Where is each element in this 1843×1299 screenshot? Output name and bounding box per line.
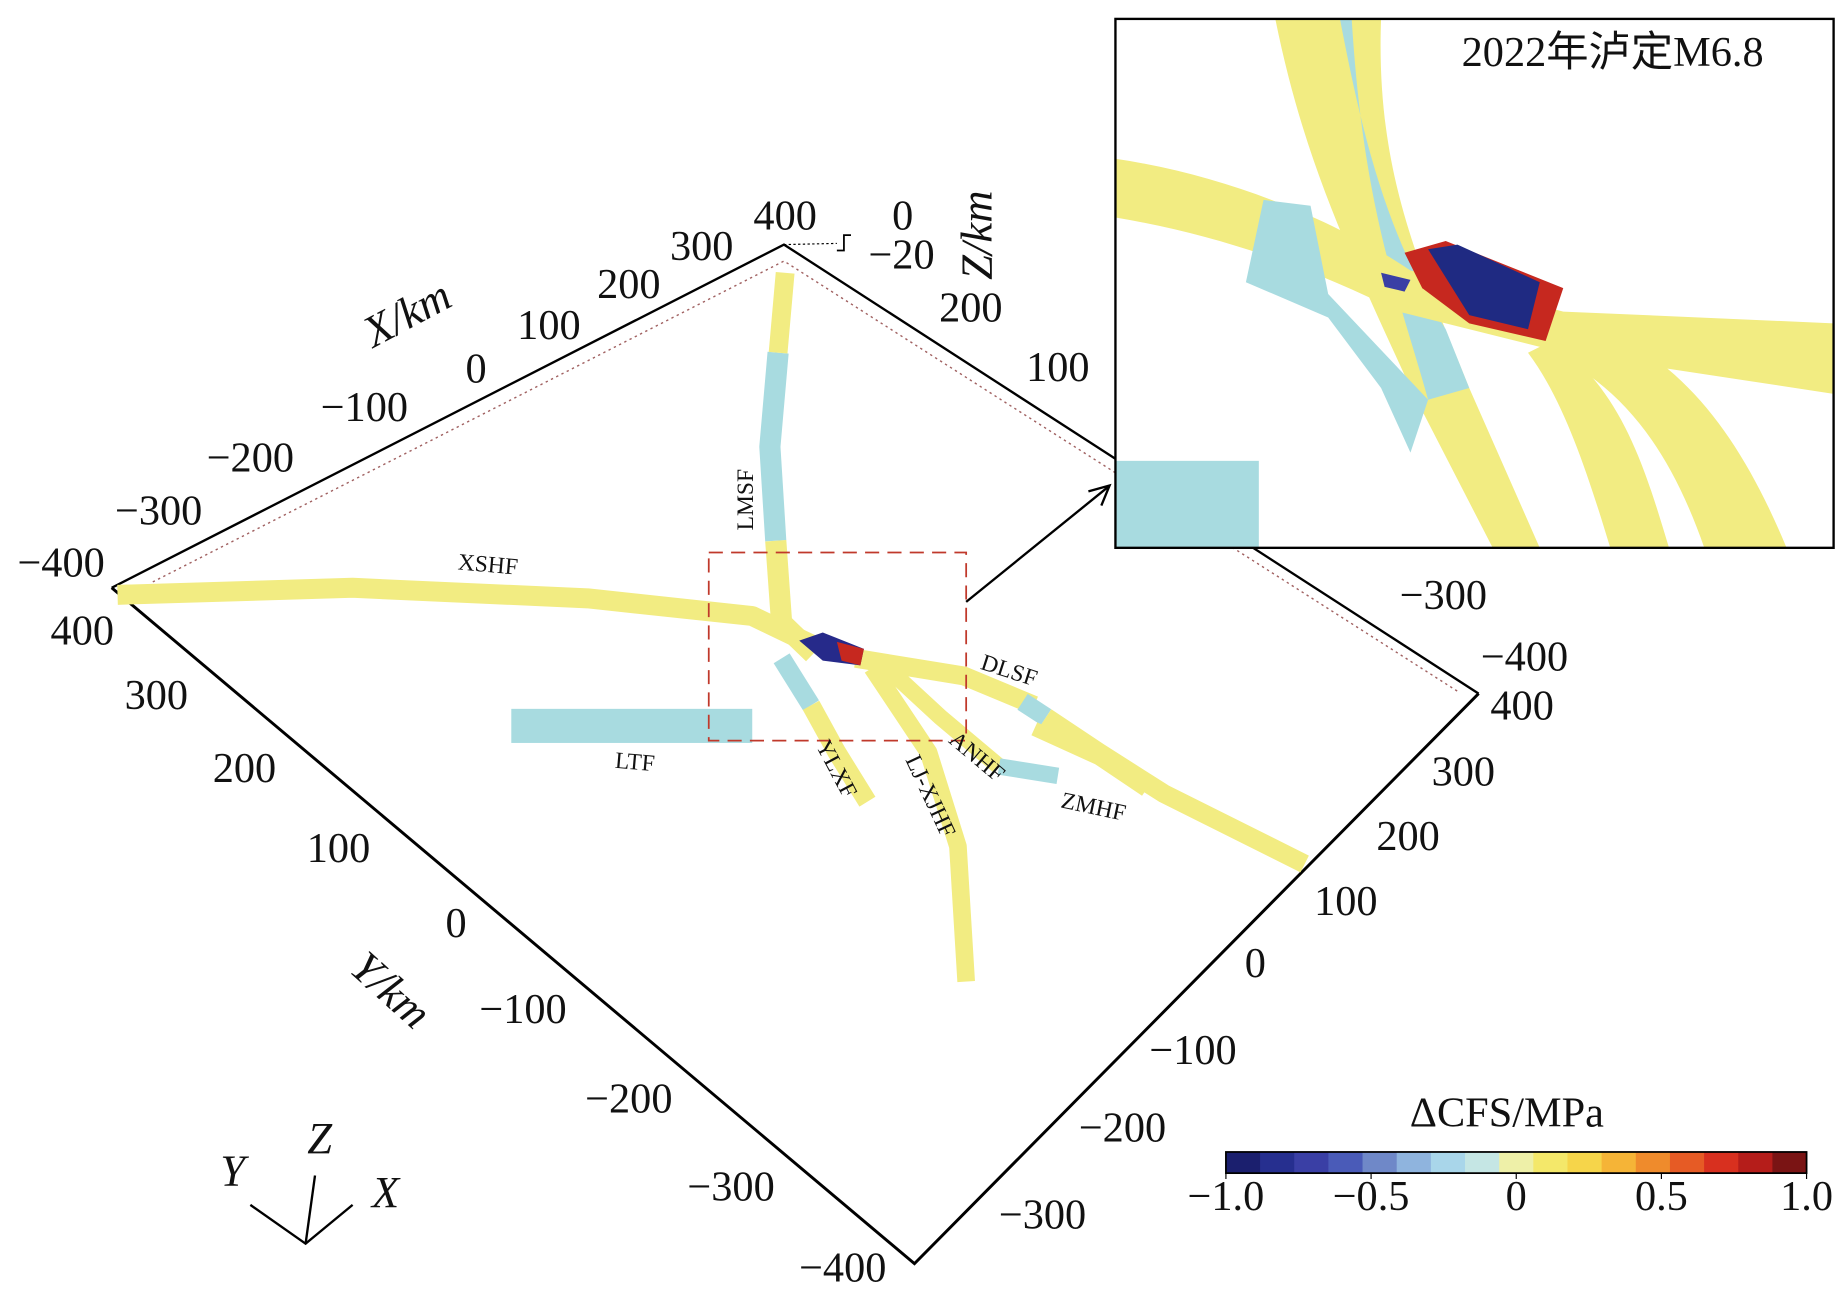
- colorbar-segment: [1362, 1151, 1398, 1174]
- x-tick-label: 200: [597, 261, 660, 308]
- orientation-triad: [249, 1175, 354, 1246]
- fault-label: ZMHF: [1059, 788, 1128, 827]
- y-far-tick-label: −200: [1079, 1105, 1166, 1152]
- y-far-tick-label: 400: [1490, 683, 1553, 730]
- x-tick-label: 400: [753, 193, 816, 240]
- colorbar-tick-label: 0.5: [1635, 1173, 1688, 1220]
- x-far-tick-label: 200: [939, 284, 1002, 331]
- y-tick-label: 300: [125, 672, 188, 719]
- colorbar-segment: [1567, 1151, 1603, 1174]
- x-tick-label: −200: [207, 435, 294, 482]
- y-tick-label: 200: [213, 745, 276, 792]
- y-axis-title: Y/km: [341, 941, 441, 1038]
- colorbar: −1.0 −0.5 0 0.5 1.0: [1188, 1151, 1833, 1220]
- y-far-tick-label: 100: [1314, 878, 1377, 925]
- z-tick-label: −20: [868, 231, 934, 278]
- fault-label: LTF: [614, 748, 656, 777]
- x-tick-label: 300: [670, 223, 733, 270]
- y-tick-label: −200: [585, 1075, 672, 1122]
- fault-label: LMSF: [733, 469, 759, 530]
- colorbar-tick-label: 0: [1506, 1173, 1527, 1220]
- zoom-arrow: [965, 483, 1112, 603]
- x-tick-label: 100: [517, 302, 580, 349]
- y-far-tick-label: 200: [1376, 813, 1439, 860]
- x-tick-label: −100: [321, 384, 408, 431]
- x-tick-label: −400: [17, 539, 104, 586]
- colorbar-frame: [1225, 1151, 1808, 1175]
- fault-label: XSHF: [457, 549, 519, 580]
- colorbar-segment: [1225, 1151, 1261, 1174]
- colorbar-segment: [1772, 1151, 1808, 1174]
- colorbar-segment: [1328, 1151, 1364, 1174]
- x-tick-label: 0: [465, 345, 486, 392]
- y-far-tick-label: 0: [1245, 940, 1266, 987]
- z-axis-title: Z/km: [952, 191, 1002, 280]
- y-far-tick-label: 300: [1432, 749, 1495, 796]
- orientation-label: X: [370, 1167, 401, 1217]
- inset-title: 2022年泸定M6.8: [1462, 29, 1764, 76]
- x-far-tick-label: −400: [1481, 633, 1568, 680]
- x-far-tick-label: −300: [1400, 572, 1487, 619]
- colorbar-tick-label: 1.0: [1780, 1173, 1833, 1220]
- colorbar-segment: [1635, 1151, 1671, 1174]
- colorbar-segment: [1601, 1151, 1637, 1174]
- y-tick-label: −100: [479, 986, 566, 1033]
- colorbar-segment: [1260, 1151, 1295, 1174]
- x-axis-title: X/km: [353, 270, 459, 358]
- faults: [117, 271, 1309, 983]
- z-tick-label: 0: [892, 193, 913, 240]
- y-tick-label: −300: [687, 1163, 774, 1210]
- y-tick-label: 0: [445, 900, 466, 947]
- colorbar-segment: [1430, 1151, 1466, 1174]
- colorbar-segment: [1294, 1151, 1329, 1174]
- y-far-tick-label: −100: [1149, 1027, 1236, 1074]
- colorbar-segment: [1738, 1151, 1773, 1174]
- colorbar-tick-label: −0.5: [1333, 1173, 1410, 1220]
- colorbar-segment: [1396, 1151, 1432, 1174]
- colorbar-tick-label: −1.0: [1188, 1173, 1265, 1220]
- colorbar-segment: [1704, 1151, 1739, 1174]
- colorbar-segment: [1465, 1151, 1500, 1174]
- y-tick-label: −400: [799, 1245, 886, 1292]
- inset: 2022年泸定M6.8: [1114, 17, 1835, 550]
- y-tick-label: 100: [307, 825, 370, 872]
- colorbar-segment: [1533, 1151, 1569, 1174]
- colorbar-segment: [1499, 1151, 1534, 1174]
- x-far-tick-label: 100: [1026, 344, 1089, 391]
- y-far-tick-label: −300: [999, 1192, 1086, 1239]
- x-tick-label: −300: [115, 488, 202, 535]
- orientation-label: Y: [220, 1146, 249, 1196]
- y-tick-label: 400: [51, 608, 114, 655]
- colorbar-label: ΔCFS/MPa: [1410, 1089, 1604, 1136]
- colorbar-segment: [1669, 1151, 1705, 1174]
- orientation-label: Z: [307, 1113, 333, 1163]
